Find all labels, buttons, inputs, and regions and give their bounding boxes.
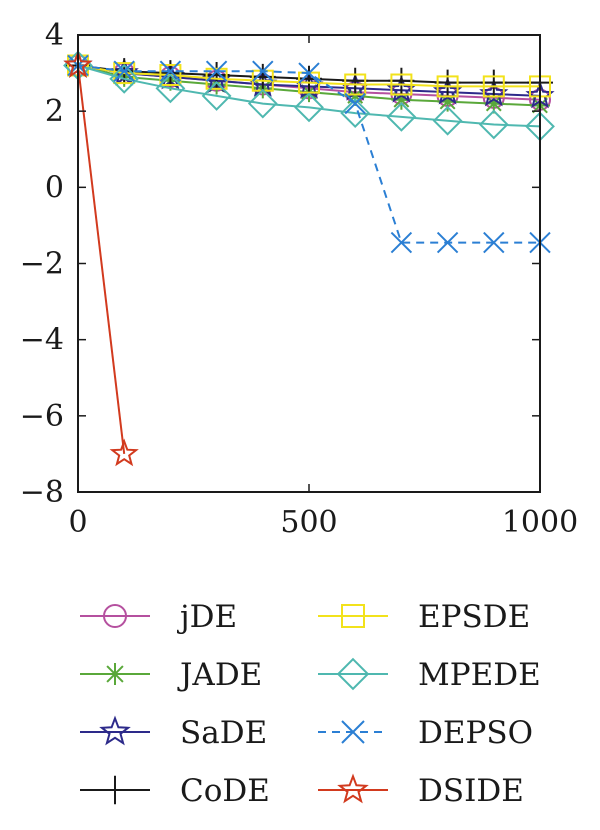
series-depso xyxy=(67,54,551,254)
legend-label: MPEDE xyxy=(418,657,541,693)
data-point-depso xyxy=(159,60,182,82)
data-point-depso xyxy=(113,60,135,82)
legend-label: CoDE xyxy=(180,773,270,809)
legend-item-epsde: EPSDE xyxy=(318,599,530,635)
data-point-epsde xyxy=(113,62,136,85)
legend-marker-icon xyxy=(103,604,127,628)
data-point-jade xyxy=(483,93,504,114)
y-tick-label: −8 xyxy=(20,475,64,510)
data-point-jade xyxy=(345,85,366,106)
legend-marker-icon xyxy=(99,715,131,746)
data-point-jade xyxy=(437,91,458,112)
legend-item-mpede: MPEDE xyxy=(318,657,541,693)
series-line-epsde xyxy=(77,64,540,88)
series-line-dside xyxy=(77,65,126,455)
x-tick-label: 500 xyxy=(280,505,337,540)
data-point-depso xyxy=(436,231,459,254)
axis-ticks-group: 0 500 1000 4 2 0 −2 −4 −6 −8 xyxy=(20,18,578,540)
data-point-mpede xyxy=(109,63,140,94)
data-point-mpede xyxy=(432,105,463,136)
legend-label: EPSDE xyxy=(418,599,530,635)
series-dside xyxy=(63,50,139,467)
data-point-code xyxy=(249,63,276,90)
data-point-depso xyxy=(344,92,366,115)
legend-label: jDE xyxy=(177,599,237,635)
data-point-mpede xyxy=(386,101,417,132)
data-point-depso xyxy=(483,231,505,254)
data-point-epsde xyxy=(205,67,228,90)
data-point-epsde xyxy=(482,75,505,98)
legend-label: JADE xyxy=(177,657,262,693)
legend-item-jde: jDE xyxy=(80,599,237,635)
legend-item-sade: SaDE xyxy=(80,715,267,751)
legend-label: DSIDE xyxy=(418,773,524,809)
y-tick-label: 0 xyxy=(45,170,64,205)
data-point-depso xyxy=(390,231,413,254)
y-tick-label: 4 xyxy=(45,18,64,53)
series-line-mpede xyxy=(77,64,541,128)
data-point-mpede xyxy=(294,92,324,123)
data-point-epsde xyxy=(436,75,459,98)
data-point-depso xyxy=(298,62,320,84)
data-point-dside xyxy=(109,438,139,467)
data-point-code xyxy=(480,69,507,96)
y-tick-label: −6 xyxy=(20,399,64,434)
data-point-epsde xyxy=(344,73,367,96)
y-tick-label: −4 xyxy=(20,323,64,358)
data-point-code xyxy=(434,69,461,96)
legend-marker-icon xyxy=(104,663,126,685)
x-tick-label: 1000 xyxy=(502,505,578,540)
legend-item-dside: DSIDE xyxy=(318,773,524,809)
legend: jDE JADE SaDE CoDE EPSDE MPEDE DEPSO DSIDE xyxy=(80,599,541,809)
y-tick-label: 2 xyxy=(45,94,64,129)
y-tick-label: −2 xyxy=(20,247,64,282)
data-point-epsde xyxy=(390,73,413,96)
data-point-epsde xyxy=(159,63,182,86)
legend-marker-icon xyxy=(341,720,365,744)
data-point-mpede xyxy=(478,109,509,140)
data-point-mpede xyxy=(340,98,371,128)
data-point-sade xyxy=(479,78,509,107)
legend-item-jade: JADE xyxy=(80,657,262,693)
data-point-mpede xyxy=(201,81,232,111)
legend-marker-icon xyxy=(336,657,370,691)
legend-item-code: CoDE xyxy=(80,773,270,809)
data-point-code xyxy=(388,67,415,94)
data-point-depso xyxy=(205,60,228,82)
legend-marker-icon xyxy=(100,775,130,805)
data-point-mpede xyxy=(247,88,278,119)
legend-item-depso: DEPSO xyxy=(318,715,533,751)
x-tick-label: 0 xyxy=(68,505,87,540)
legend-label: DEPSO xyxy=(418,715,533,751)
data-point-code xyxy=(342,67,369,94)
data-point-mpede xyxy=(155,73,186,104)
legend-label: SaDE xyxy=(180,715,267,751)
data-point-jade xyxy=(391,89,412,110)
legend-marker-icon xyxy=(337,773,369,804)
legend-marker-icon xyxy=(341,604,365,628)
plot-series-group xyxy=(63,50,555,467)
data-point-depso xyxy=(252,60,274,82)
